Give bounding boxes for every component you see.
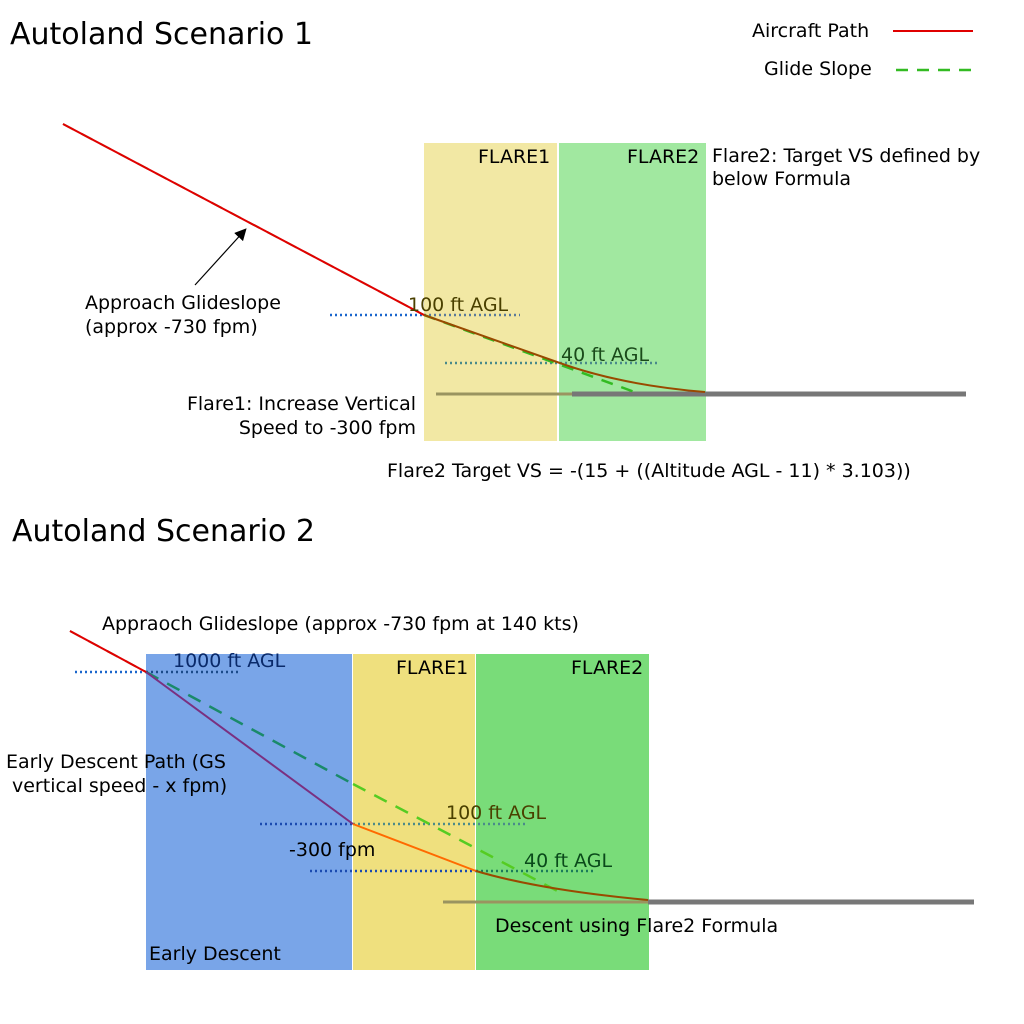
flare2-formula: Flare2 Target VS = -(15 + ((Altitude AGL…	[387, 460, 911, 482]
s2-glide-slope-late	[352, 782, 566, 897]
flare2-descent-label: Descent using Flare2 Formula	[495, 915, 778, 937]
legend-glide-slope-label: Glide Slope	[764, 58, 872, 80]
flare1-zone-label: FLARE1	[478, 146, 550, 168]
early-path-label-line2: vertical speed - x fpm)	[12, 775, 227, 797]
glide-slope-extension	[423, 313, 641, 396]
flare2-note-line2: below Formula	[712, 168, 851, 190]
flare2-zone-label: FLARE2	[627, 146, 699, 168]
s2-aircraft-path-approach	[69, 630, 147, 673]
s2-flare1-zone-label: FLARE1	[396, 657, 468, 679]
legend-aircraft-path-label: Aircraft Path	[752, 20, 869, 42]
flare2-zone	[559, 143, 706, 441]
s2-alt-40-label: 40 ft AGL	[524, 850, 612, 872]
s2-flare1-zone	[353, 654, 475, 970]
flare1-note-line1: Flare1: Increase Vertical	[187, 393, 416, 415]
s2-aircraft-path-flare1	[352, 823, 477, 872]
early-descent-zone	[146, 654, 352, 970]
s2-aircraft-path-flare2	[475, 870, 649, 901]
vs-300-label: -300 fpm	[289, 839, 375, 861]
s2-glideslope-label: Appraoch Glideslope (approx -730 fpm at …	[102, 613, 579, 635]
legend: Aircraft Path Glide Slope	[752, 20, 973, 80]
alt-40-label: 40 ft AGL	[561, 344, 649, 366]
scenario-1: Autoland Scenario 1 Aircraft Path Glide …	[10, 17, 980, 482]
flare1-note-line2: Speed to -300 fpm	[239, 417, 416, 439]
glideslope-label-line1: Approach Glideslope	[85, 292, 281, 314]
flare2-note-line1: Flare2: Target VS defined by	[712, 145, 980, 167]
scenario-2-title: Autoland Scenario 2	[12, 514, 315, 549]
aircraft-path-approach	[62, 123, 425, 316]
s2-alt-100-label: 100 ft AGL	[446, 802, 547, 824]
alt-100-label: 100 ft AGL	[408, 294, 509, 316]
early-descent-path	[145, 671, 354, 825]
early-descent-zone-label: Early Descent	[149, 943, 281, 965]
glideslope-pointer-arrow	[194, 228, 247, 286]
alt-1000-label: 1000 ft AGL	[173, 650, 286, 672]
flare1-zone	[424, 143, 557, 441]
s2-flare2-zone	[476, 654, 649, 970]
scenario-2: Autoland Scenario 2 Appraoch Glideslope …	[6, 514, 974, 970]
scenario-1-title: Autoland Scenario 1	[10, 17, 313, 52]
s2-flare2-zone-label: FLARE2	[571, 657, 643, 679]
glideslope-label-line2: (approx -730 fpm)	[85, 316, 258, 338]
aircraft-path-flare	[423, 314, 706, 393]
early-path-label-line1: Early Descent Path (GS	[6, 751, 226, 773]
s2-glide-slope-early	[145, 670, 354, 786]
